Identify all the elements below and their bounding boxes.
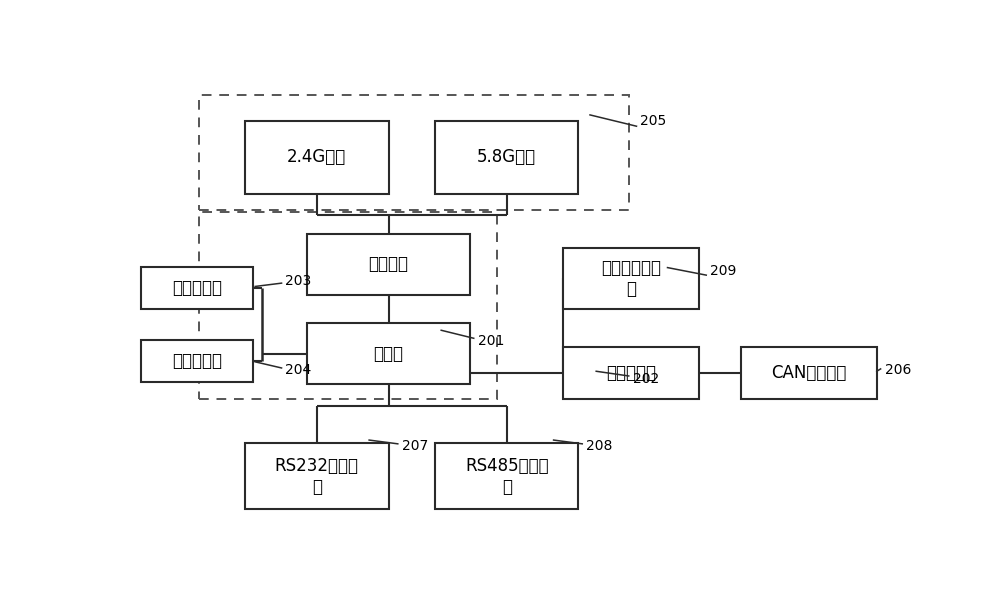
Text: 第二存储器: 第二存储器 — [172, 352, 222, 370]
Text: 208: 208 — [586, 439, 612, 453]
Text: 202: 202 — [633, 372, 659, 386]
Text: 射频电路: 射频电路 — [368, 255, 409, 274]
FancyBboxPatch shape — [245, 121, 388, 193]
FancyBboxPatch shape — [140, 340, 253, 382]
Text: 203: 203 — [285, 274, 312, 288]
FancyBboxPatch shape — [245, 443, 388, 509]
Text: RS485接口芯
片: RS485接口芯 片 — [465, 457, 548, 496]
FancyBboxPatch shape — [435, 443, 578, 509]
Text: CAN接口芯片: CAN接口芯片 — [771, 364, 847, 382]
FancyBboxPatch shape — [307, 323, 470, 384]
Text: RS232接口芯
片: RS232接口芯 片 — [275, 457, 359, 496]
Text: 206: 206 — [885, 364, 911, 378]
FancyBboxPatch shape — [741, 347, 877, 398]
Text: 207: 207 — [402, 439, 428, 453]
Text: 交换机网口芯
片: 交换机网口芯 片 — [601, 259, 661, 298]
Text: 5.8G天线: 5.8G天线 — [477, 148, 536, 166]
FancyBboxPatch shape — [435, 121, 578, 193]
FancyBboxPatch shape — [563, 248, 698, 309]
Text: 控制器芯片: 控制器芯片 — [606, 364, 656, 382]
Text: 209: 209 — [710, 264, 736, 278]
Text: 第一存储器: 第一存储器 — [172, 279, 222, 297]
Text: 201: 201 — [478, 334, 504, 348]
Text: 204: 204 — [285, 364, 312, 378]
FancyBboxPatch shape — [307, 234, 470, 295]
Text: 205: 205 — [640, 114, 667, 127]
Text: 2.4G天线: 2.4G天线 — [287, 148, 346, 166]
FancyBboxPatch shape — [563, 347, 698, 398]
Text: 处理器: 处理器 — [374, 345, 404, 363]
FancyBboxPatch shape — [140, 267, 253, 309]
